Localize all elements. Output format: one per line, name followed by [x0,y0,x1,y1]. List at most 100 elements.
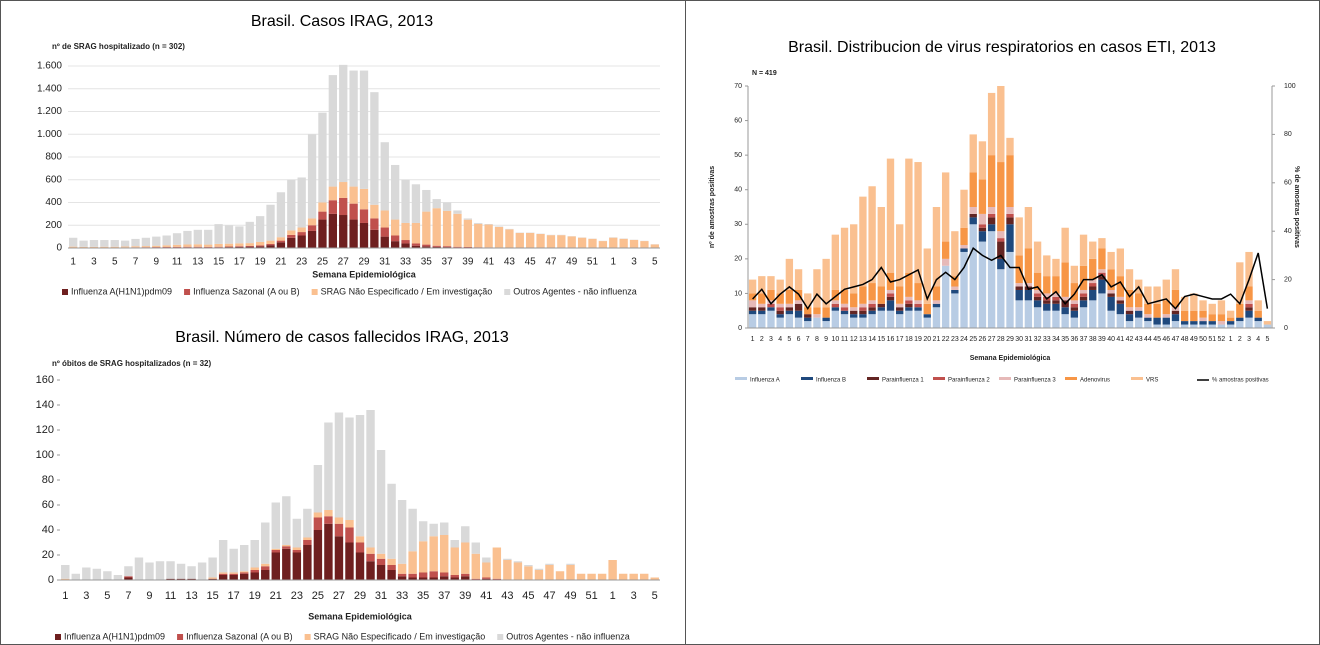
bar-segment [978,241,987,328]
bar-segment [1061,296,1069,301]
bar-segment [804,317,812,322]
bar-segment [324,516,333,524]
bar-segment [120,240,130,247]
legend-label: Parainfluenza 3 [1014,378,1056,384]
bar-segment [822,321,830,328]
y-tick-label: 1.000 [37,129,62,140]
bar-segment [380,210,389,228]
bar-segment [355,536,365,543]
bar-segment [183,244,192,247]
bar-segment [1070,283,1079,301]
bar-segment [868,314,876,328]
bar-segment [850,293,858,308]
bar-segment [905,296,913,301]
x-tick-label: 10 [831,336,839,343]
bar-segment [1061,307,1069,315]
bar-segment [429,536,438,572]
bar-segment [440,576,449,580]
bar-segment [526,232,535,248]
line-series [752,246,1269,311]
bar-segment [804,307,812,315]
x-tick-label: 2 [760,336,764,343]
bar-segment [453,246,462,248]
bar-segment [1089,300,1097,328]
bar-segment [208,577,217,579]
bar-segment [650,577,659,580]
y-tick-label: 120 [36,424,54,436]
legend-swatch [504,289,511,295]
bar-segment [850,317,858,328]
bar-segment [176,563,186,579]
bar-segment [214,246,223,248]
x-tick-label: 4 [778,336,782,343]
bar-segment [1226,324,1235,328]
bar-segment [334,412,344,518]
x-tick-label: 27 [988,336,996,343]
bar-segment [1070,307,1079,311]
bar-segment [282,546,291,549]
y-tick-label: 1.400 [37,83,62,94]
bar-segment [859,317,867,328]
bar-segment [767,300,775,304]
x-tick-label: 38 [1089,336,1097,343]
bar-segment [172,244,182,247]
bar-segment [1245,251,1253,287]
x-tick-label: 45 [522,590,534,602]
bar-segment [387,483,396,559]
x-tick-label: 23 [951,336,959,343]
bar-segment [1043,293,1051,297]
x-tick-label: 37 [438,590,450,602]
legend-item: Influenza A(H1N1)pdm09 [55,631,165,641]
bar-segment [271,550,280,553]
bar-segment [794,310,803,318]
bar-segment [969,224,977,328]
bar-segment [245,243,254,246]
bar-segment [546,235,556,248]
bar-segment [183,246,192,248]
y2-tick-label: 80 [1284,131,1292,138]
bar-segment [193,246,202,248]
bar-segment [1033,296,1042,301]
x-tick-label: 5 [104,590,110,602]
bar-segment [422,246,431,248]
bar-segment [978,141,987,180]
bar-segment [997,238,1005,242]
bar-segment [1180,310,1189,322]
bar-segment [134,557,144,580]
bar-segment [822,317,830,322]
bar-segment [82,567,91,580]
bar-segment [187,578,196,580]
bar-segment [442,210,452,247]
bar-segment [758,276,766,294]
bar-segment [328,75,337,187]
bar-segment [1079,265,1088,290]
bar-segment [297,227,306,233]
y-tick-label: 40 [42,524,54,536]
bar-segment [1061,314,1069,328]
bar-segment [886,310,895,328]
bar-segment [813,317,821,328]
bar-segment [640,573,649,580]
bar-segment [172,246,182,248]
bar-segment [1006,155,1014,207]
bar-segment [776,279,784,294]
bar-segment [1208,321,1216,325]
bar-segment [1024,289,1033,301]
bar-segment [840,314,849,328]
bar-segment [1116,300,1124,304]
x-tick-label: 51 [1208,336,1216,343]
bar-segment [1052,300,1060,304]
bar-segment [255,245,265,247]
y-tick-label: 60 [42,499,54,511]
x-tick-label: 31 [379,257,391,268]
bar-segment [328,200,337,214]
bar-segment [208,578,217,580]
bar-segment [1033,289,1042,294]
bar-segment [297,235,306,248]
bar-segment [193,229,202,245]
bar-segment [172,233,182,245]
bar-segment [813,307,821,315]
bar-segment [566,565,575,580]
bar-segment [432,208,441,246]
bar-segment [1061,262,1069,297]
